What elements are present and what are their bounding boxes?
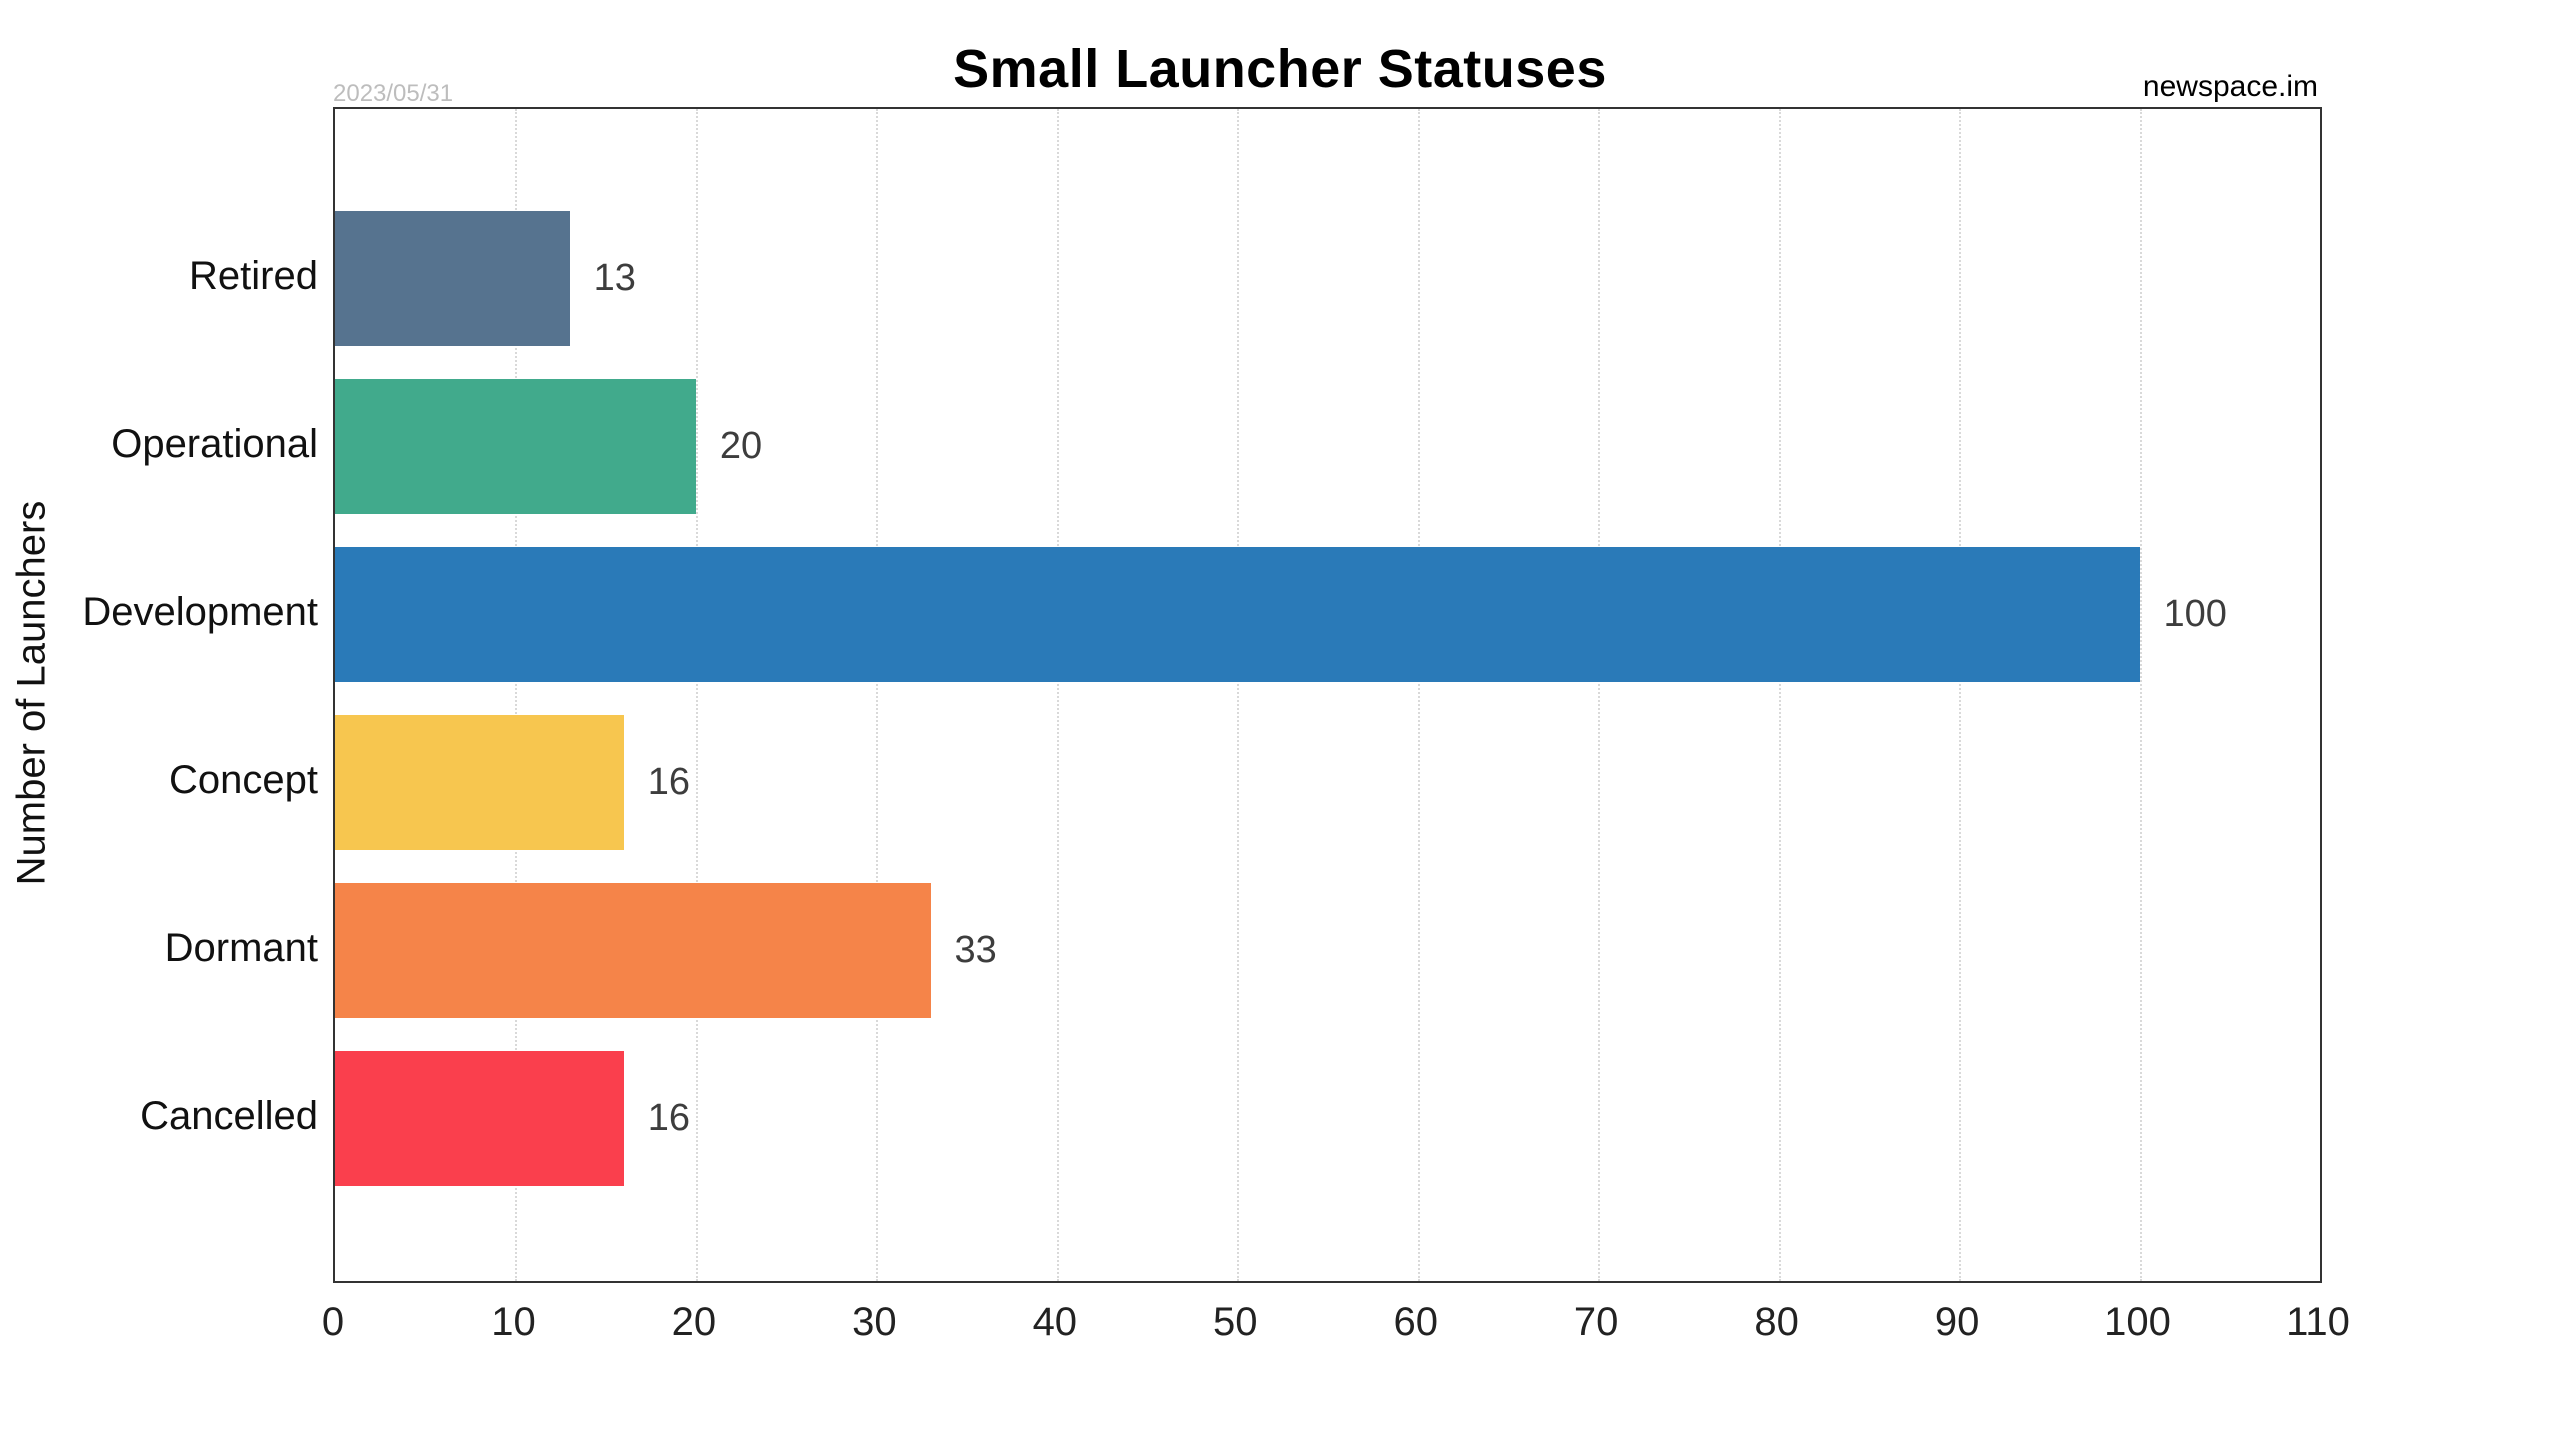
bar-retired — [335, 211, 570, 346]
grid-line-x-40 — [1056, 109, 1059, 1281]
x-tick-label-30: 30 — [852, 1300, 897, 1344]
bar-value-label-retired: 13 — [593, 257, 636, 299]
bar-value-label-development: 100 — [2163, 593, 2227, 635]
bar-cancelled — [335, 1051, 624, 1186]
grid-line-x-50 — [1237, 109, 1240, 1281]
grid-line-x-60 — [1417, 109, 1420, 1281]
grid-line-x-20 — [695, 109, 698, 1281]
grid-line-x-30 — [876, 109, 879, 1281]
bar-value-label-concept: 16 — [647, 761, 690, 803]
category-label-development: Development — [82, 590, 318, 634]
bar-dormant — [335, 883, 931, 1018]
x-tick-label-60: 60 — [1393, 1300, 1438, 1344]
x-tick-label-0: 0 — [321, 1300, 345, 1344]
x-tick-label-10: 10 — [491, 1300, 536, 1344]
category-label-retired: Retired — [189, 254, 318, 298]
bar-operational — [335, 379, 696, 514]
x-tick-label-90: 90 — [1934, 1300, 1980, 1344]
grid-line-x-80 — [1778, 109, 1781, 1281]
x-tick-label-100: 100 — [2104, 1300, 2171, 1344]
bar-development — [335, 547, 2140, 682]
grid-line-x-10 — [515, 109, 518, 1281]
x-tick-label-20: 20 — [671, 1300, 717, 1344]
source-watermark: newspace.im — [2142, 70, 2318, 103]
category-label-operational: Operational — [111, 422, 318, 466]
bar-value-label-operational: 20 — [719, 425, 763, 467]
bar-value-label-cancelled: 16 — [647, 1097, 690, 1139]
x-tick-label-70: 70 — [1573, 1300, 1619, 1344]
x-tick-label-50: 50 — [1213, 1300, 1258, 1344]
date-label: 2023/05/31 — [333, 80, 454, 107]
category-label-concept: Concept — [169, 758, 318, 802]
plot-area: 13 20 100 16 33 16 — [333, 107, 2322, 1283]
category-label-cancelled: Cancelled — [140, 1094, 318, 1138]
category-label-dormant: Dormant — [164, 926, 318, 970]
chart-title: Small Launcher Statuses — [953, 39, 1607, 99]
grid-line-x-70 — [1598, 109, 1601, 1281]
x-tick-label-40: 40 — [1032, 1300, 1078, 1344]
bar-value-label-dormant: 33 — [954, 929, 997, 971]
grid-line-x-90 — [1959, 109, 1962, 1281]
bar-concept — [335, 715, 624, 850]
x-tick-label-80: 80 — [1754, 1300, 1799, 1344]
x-tick-label-110: 110 — [2286, 1300, 2350, 1344]
grid-line-x-100 — [2139, 109, 2142, 1281]
